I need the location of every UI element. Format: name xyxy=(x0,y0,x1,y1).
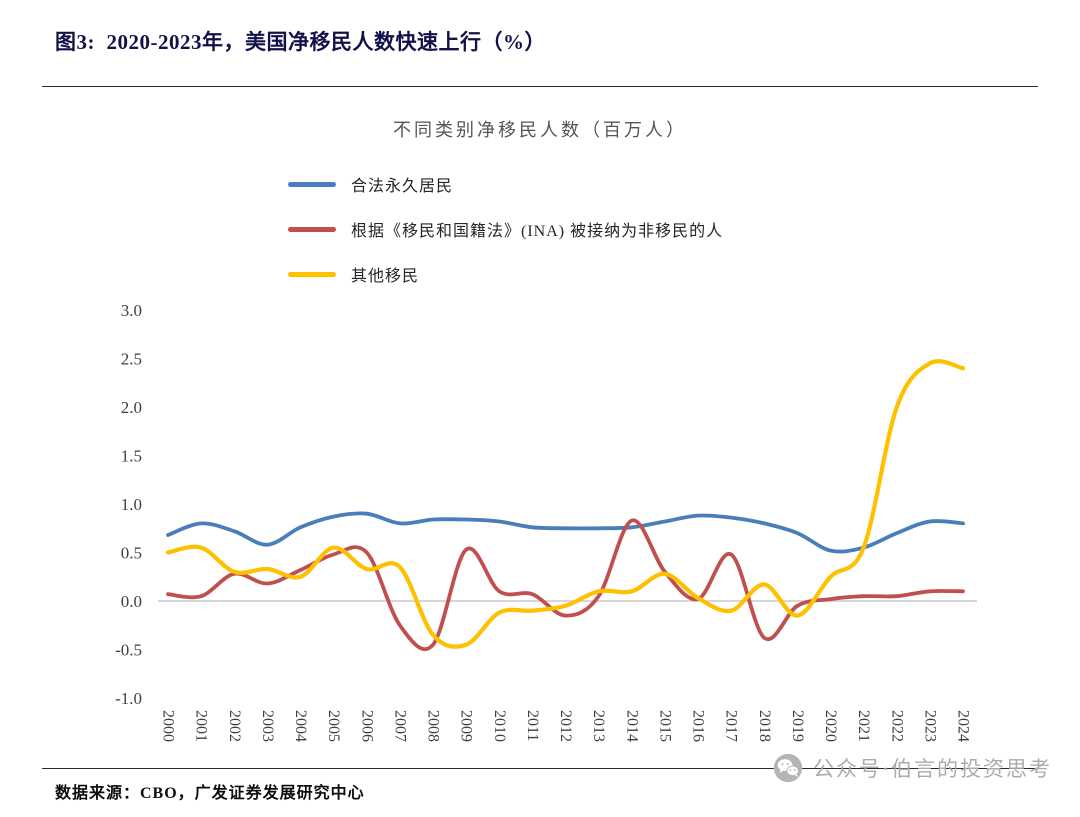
x-tick-label: 2011 xyxy=(524,710,541,741)
legend-item-0: 合法永久居民 xyxy=(288,172,723,196)
x-tick-label: 2023 xyxy=(921,710,938,742)
x-tick-label: 2005 xyxy=(325,710,342,742)
x-tick-label: 2018 xyxy=(756,710,773,742)
x-tick-label: 2020 xyxy=(822,710,839,742)
x-tick-label: 2000 xyxy=(160,710,177,742)
y-tick-label: -0.5 xyxy=(115,641,142,660)
watermark-text: 公众号·伯言的投资思考 xyxy=(813,757,1052,781)
x-tick-label: 2014 xyxy=(623,710,640,742)
x-tick-label: 2010 xyxy=(491,710,508,742)
y-tick-label: 2.5 xyxy=(121,350,142,369)
x-tick-label: 2017 xyxy=(723,710,740,742)
legend-label: 合法永久居民 xyxy=(351,178,454,195)
x-tick-label: 2002 xyxy=(226,710,243,742)
legend-label: 其他移民 xyxy=(351,268,420,285)
chart-title: 不同类别净移民人数（百万人） xyxy=(393,120,687,140)
y-tick-label: 2.0 xyxy=(121,398,142,417)
x-tick-label: 2012 xyxy=(557,710,574,742)
series-line-1 xyxy=(166,518,965,651)
y-tick-label: 0.0 xyxy=(121,592,142,611)
y-tick-label: 1.0 xyxy=(121,495,142,514)
legend-line-swatch xyxy=(288,226,336,232)
x-tick-label: 2016 xyxy=(690,710,707,742)
x-tick-label: 2003 xyxy=(259,710,276,742)
x-tick-label: 2006 xyxy=(358,710,375,742)
legend-item-2: 其他移民 xyxy=(288,262,723,286)
y-tick-label: 1.5 xyxy=(121,447,142,466)
legend-item-1: 根据《移民和国籍法》(INA) 被接纳为非移民的人 xyxy=(288,217,723,241)
x-tick-label: 2019 xyxy=(789,710,806,742)
y-tick-label: -1.0 xyxy=(115,689,142,708)
legend-line-swatch xyxy=(288,181,336,187)
chart-canvas: 3.0 2.5 2.0 1.5 1.0 0.5 0.0 -0.5 -1.0 2000 2001 200… xyxy=(115,301,977,742)
x-tick-label: 2021 xyxy=(855,710,872,742)
line-chart: 3.0 2.5 2.0 1.5 1.0 0.5 0.0 -0.5 -1.0 2000 2001 200… xyxy=(90,290,1010,770)
x-tick-label: 2013 xyxy=(590,710,607,742)
x-tick-label: 2015 xyxy=(656,710,673,742)
x-tick-label: 2007 xyxy=(391,710,408,742)
y-tick-label: 3.0 xyxy=(121,301,142,320)
legend-label: 根据《移民和国籍法》(INA) 被接纳为非移民的人 xyxy=(351,223,724,240)
x-tick-label: 2001 xyxy=(193,710,210,742)
footer-divider xyxy=(42,768,1038,769)
data-source-note: 数据来源：CBO，广发证券发展研究中心 xyxy=(55,785,365,802)
x-tick-label: 2008 xyxy=(425,710,442,742)
legend: 合法永久居民根据《移民和国籍法》(INA) 被接纳为非移民的人 其他移民 xyxy=(288,172,723,286)
title-divider xyxy=(42,86,1038,87)
legend-line-swatch xyxy=(288,271,336,277)
figure-title: 图3: 2020-2023年，美国净移民人数快速上行（%） xyxy=(55,30,546,54)
x-tick-label: 2024 xyxy=(955,710,972,742)
x-tick-label: 2004 xyxy=(292,710,309,742)
series-line-2 xyxy=(165,359,966,649)
x-tick-label: 2022 xyxy=(888,710,905,742)
series-line-0 xyxy=(166,511,965,554)
watermark: 公众号·伯言的投资思考 xyxy=(773,753,1052,783)
x-tick-label: 2009 xyxy=(458,710,475,742)
wechat-icon xyxy=(773,753,803,783)
y-tick-label: 0.5 xyxy=(121,544,142,563)
